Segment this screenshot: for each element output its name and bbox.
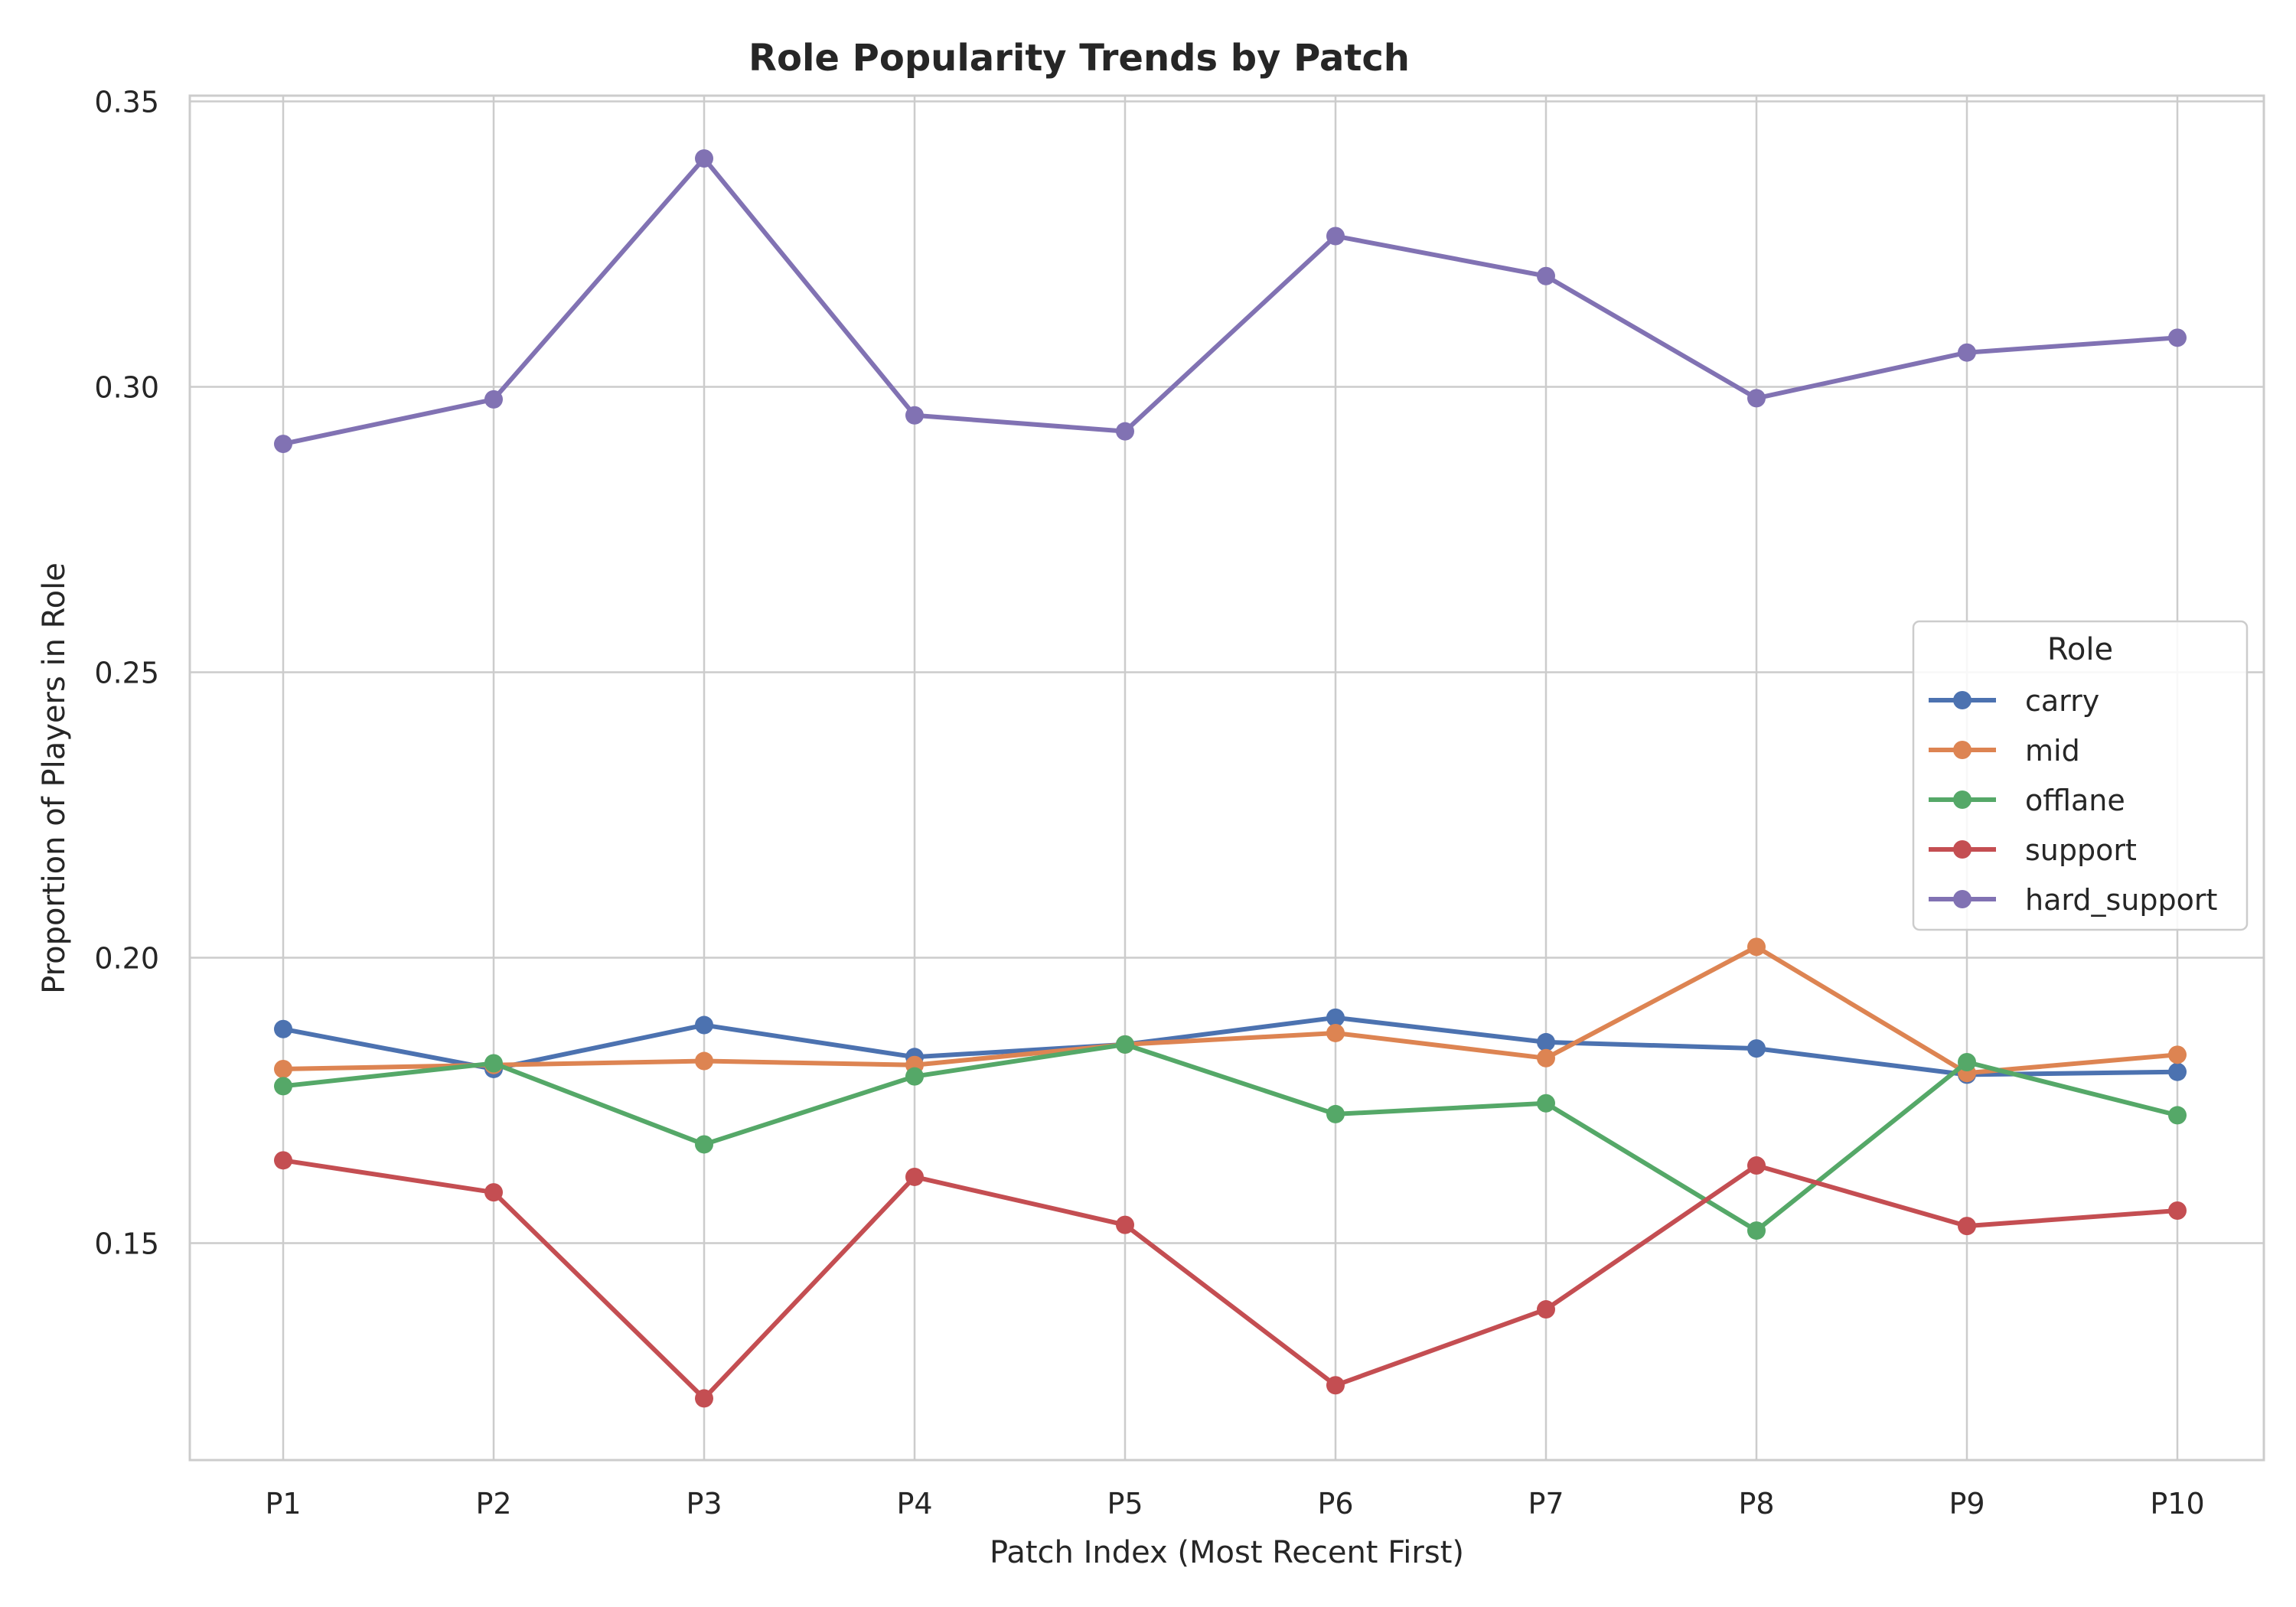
data-point-offlane [1958, 1053, 1976, 1072]
data-point-carry [1537, 1032, 1555, 1051]
legend-marker [1953, 790, 1971, 809]
x-tick-label: P4 [896, 1487, 932, 1521]
data-point-support [1326, 1376, 1345, 1395]
x-tick-label: P6 [1317, 1487, 1353, 1521]
series-support [274, 1151, 2187, 1408]
y-tick-label: 0.25 [94, 656, 159, 689]
legend-label: support [2025, 833, 2137, 867]
data-point-support [2168, 1201, 2187, 1220]
data-point-support [1747, 1156, 1766, 1175]
legend-item-offlane: offlane [1929, 784, 2125, 817]
series-mid [274, 937, 2187, 1083]
y-axis-label: Proportion of Players in Role [37, 562, 72, 994]
data-point-offlane [1326, 1104, 1345, 1123]
y-tick-labels: 0.15 0.20 0.25 0.30 0.35 [94, 85, 159, 1260]
y-tick-label: 0.15 [94, 1227, 159, 1261]
series-offlane [274, 1035, 2187, 1240]
data-point-hard_support [1116, 422, 1134, 441]
x-tick-label: P9 [1949, 1487, 1985, 1521]
legend-item-hard_support: hard_support [1929, 883, 2217, 917]
data-point-hard_support [695, 149, 713, 168]
data-point-support [274, 1151, 292, 1170]
data-point-hard_support [1326, 227, 1345, 246]
legend-label: carry [2025, 684, 2099, 718]
x-tick-label: P5 [1107, 1487, 1143, 1521]
data-point-offlane [2168, 1106, 2187, 1125]
data-point-offlane [484, 1054, 503, 1073]
legend-label: hard_support [2025, 883, 2217, 917]
data-point-mid [1747, 937, 1766, 957]
data-point-carry [1747, 1039, 1766, 1058]
legend-marker [1953, 691, 1971, 709]
x-tick-label: P7 [1528, 1487, 1564, 1521]
data-point-carry [2168, 1062, 2187, 1081]
data-point-offlane [1537, 1094, 1555, 1113]
x-tick-label: P10 [2150, 1487, 2204, 1521]
legend-item-carry: carry [1929, 684, 2099, 718]
data-point-support [1537, 1300, 1555, 1319]
legend-box [1912, 620, 2249, 931]
series-lines [274, 149, 2187, 1408]
y-tick-label: 0.30 [94, 370, 159, 404]
data-point-offlane [905, 1067, 924, 1086]
legend-items: carry mid offlane support hard_support [1929, 684, 2217, 917]
data-point-support [484, 1183, 503, 1202]
series-line-mid [281, 944, 2180, 1076]
legend-marker [1953, 840, 1971, 859]
series-line-offlane [281, 1041, 2180, 1234]
data-point-offlane [695, 1135, 713, 1154]
legend-marker [1953, 741, 1971, 759]
y-tick-label: 0.35 [94, 85, 159, 119]
data-point-mid [1537, 1048, 1555, 1068]
x-tick-label: P1 [265, 1487, 301, 1521]
data-point-support [1116, 1215, 1134, 1234]
data-point-hard_support [2168, 328, 2187, 347]
series-hard_support [274, 149, 2187, 454]
x-axis-label: Patch Index (Most Recent First) [990, 1535, 1464, 1570]
data-point-hard_support [1958, 343, 1976, 362]
legend-marker [1953, 890, 1971, 908]
legend-item-mid: mid [1929, 734, 2080, 768]
data-point-hard_support [1537, 266, 1555, 285]
data-point-carry [695, 1015, 713, 1035]
data-point-offlane [274, 1077, 292, 1096]
data-point-support [905, 1167, 924, 1186]
data-point-offlane [1747, 1221, 1766, 1240]
data-point-carry [274, 1019, 292, 1038]
series-line-support [281, 1158, 2180, 1401]
x-tick-labels: P1 P2 P3 P4 P5 P6 P7 P8 P9 P10 [265, 1487, 2204, 1521]
data-point-hard_support [905, 406, 924, 425]
data-point-mid [1326, 1023, 1345, 1042]
series-line-hard_support [281, 156, 2180, 447]
data-point-offlane [1116, 1035, 1134, 1054]
legend-label: mid [2025, 734, 2080, 768]
data-point-support [1958, 1217, 1976, 1236]
data-point-carry [1326, 1008, 1345, 1027]
legend-label: offlane [2025, 784, 2125, 817]
legend-title: Role [2047, 632, 2113, 667]
x-tick-label: P3 [686, 1487, 722, 1521]
data-point-support [695, 1389, 713, 1408]
data-point-mid [695, 1051, 713, 1071]
legend-item-support: support [1929, 833, 2137, 867]
data-point-mid [2168, 1045, 2187, 1064]
legend: Role carry mid offlane support hard_support [1912, 620, 2249, 931]
series-line-carry [281, 1015, 2180, 1077]
chart-title: Role Popularity Trends by Patch [748, 37, 1410, 80]
data-point-hard_support [1747, 389, 1766, 408]
x-tick-label: P2 [475, 1487, 511, 1521]
y-tick-label: 0.20 [94, 941, 159, 975]
data-point-hard_support [484, 390, 503, 409]
x-tick-label: P8 [1738, 1487, 1774, 1521]
data-point-hard_support [274, 435, 292, 454]
plot-frame [188, 94, 2265, 1462]
data-point-mid [274, 1059, 292, 1078]
